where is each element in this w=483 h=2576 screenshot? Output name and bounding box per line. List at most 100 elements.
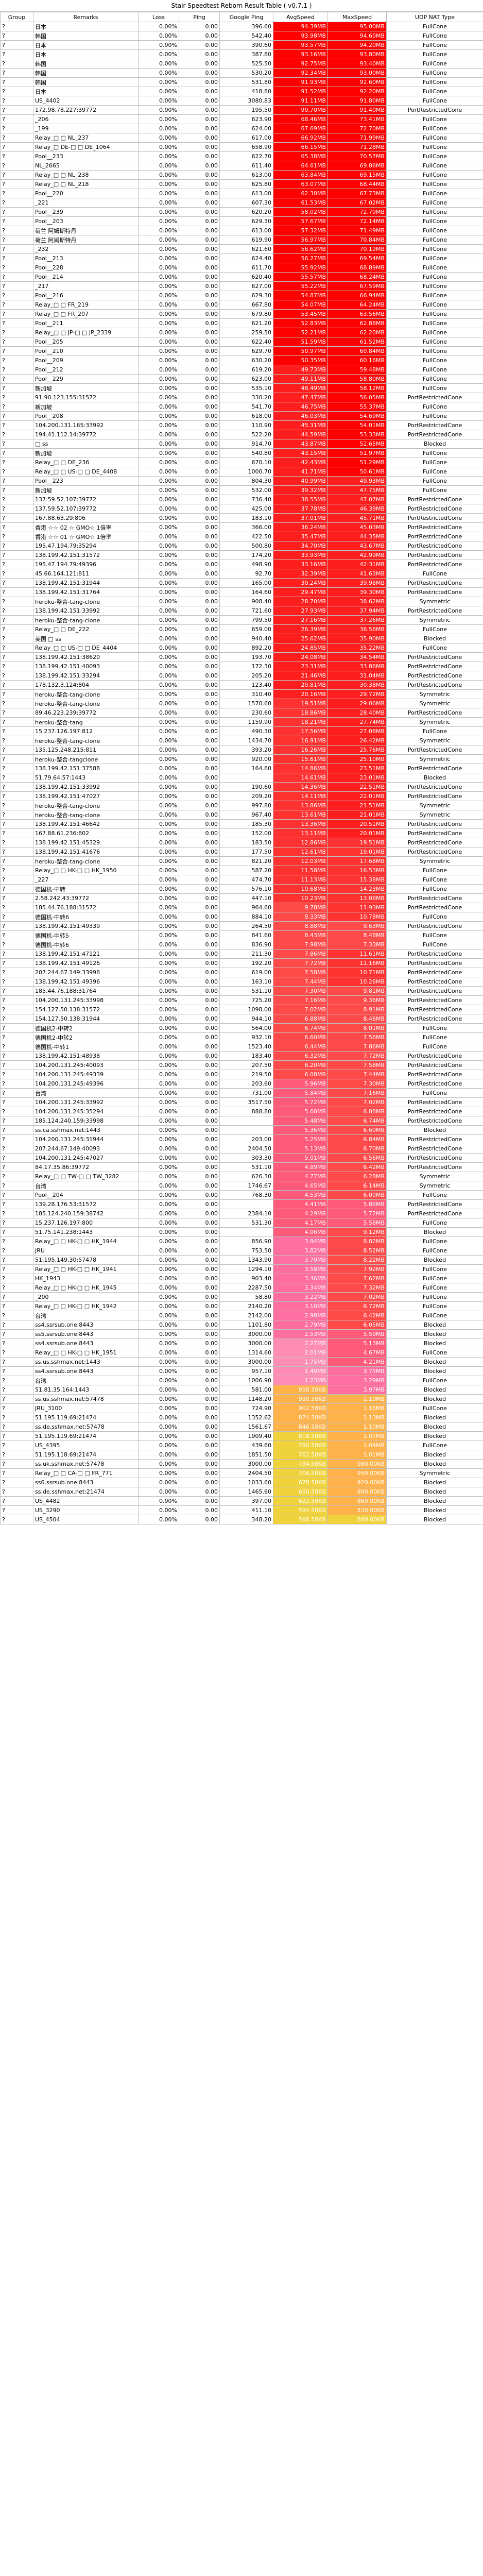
table-row[interactable]: ? 104.200.131.245:33998 0.00% 0.00 725.20 7.1… (0, 995, 483, 1005)
table-row[interactable]: ? 138.199.42.151:40093 0.00% 0.00 172.30 23.3… (0, 662, 483, 671)
table-row[interactable]: ? 185.124.240.159:33998 0.00% 0.00 5.48MB 6.7… (0, 1116, 483, 1126)
table-row[interactable]: ? 154.127.50.138:31944 0.00% 0.00 944.10 6.88… (0, 1014, 483, 1024)
table-row[interactable]: ? heroku-整合-tang-clone 0.00% 0.00 1570.60 19.… (0, 699, 483, 708)
table-row[interactable]: ? 15.237.126.197:800 0.00% 0.00 531.30 4.17MB… (0, 1218, 483, 1228)
table-row[interactable]: ? Pool__209 0.00% 0.00 630.20 50.35MB 60.16MB F… (0, 355, 483, 365)
table-row[interactable]: ? heroku-整合-tang-clone 0.00% 0.00 967.40 13.6… (0, 810, 483, 820)
table-row[interactable]: ? 德国机-中转5 0.00% 0.00 841.60 8.43MB 8.48MB FullC… (0, 930, 483, 940)
table-row[interactable]: ? 日本 0.00% 0.00 396.60 94.39MB 95.00MB FullCone (0, 22, 483, 31)
table-row[interactable]: ? 138.199.42.151:46642 0.00% 0.00 185.30 13.3… (0, 819, 483, 829)
table-row[interactable]: ? 138.199.42.151:47027 0.00% 0.00 209.20 14.1… (0, 791, 483, 801)
table-row[interactable]: ? Pool__204 0.00% 0.00 768.30 4.53MB 6.00MB Ful… (0, 1190, 483, 1200)
table-row[interactable]: ? Pool__214 0.00% 0.00 620.40 55.57MB 68.24MB F… (0, 272, 483, 282)
table-row[interactable]: ? 91.90.123.155:31572 0.00% 0.00 330.20 47.47… (0, 393, 483, 402)
table-row[interactable]: ? NL_2665 0.00% 0.00 611.40 64.61MB 69.86MB Ful… (0, 161, 483, 171)
col-header-google-ping[interactable]: Google Ping (219, 12, 273, 22)
table-row[interactable]: ? 104.200.131.245:40093 0.00% 0.00 207.50 6.2… (0, 1060, 483, 1070)
table-row[interactable]: ? 台湾 0.00% 0.00 731.00 5.84MB 7.16MB FullCone (0, 1088, 483, 1098)
table-row[interactable]: ? Relay_□ □ HK-□ □ HK_1941 0.00% 0.00 1294.1… (0, 1264, 483, 1274)
table-row[interactable]: ? 137.59.52.107:39772 0.00% 0.00 736.40 38.55… (0, 495, 483, 504)
table-row[interactable]: ? 138.199.42.151:41676 0.00% 0.00 177.50 12.6… (0, 847, 483, 857)
table-row[interactable]: ? Pool__228 0.00% 0.00 611.70 55.92MB 68.89MB F… (0, 263, 483, 273)
table-row[interactable]: ? 185.124.240.159:38742 0.00% 0.00 2384.10 4.… (0, 1209, 483, 1218)
table-row[interactable]: ? Relay_□ □ NL_238 0.00% 0.00 613.00 63.84MB 6… (0, 170, 483, 180)
table-row[interactable]: ? Relay_□ □ FR_219 0.00% 0.00 667.80 54.07MB 6… (0, 300, 483, 310)
table-row[interactable]: ? Pool__208 0.00% 0.00 618.00 46.03MB 54.69MB F… (0, 411, 483, 421)
table-row[interactable]: ? heroku-整合-tang 0.00% 0.00 1159.90 18.21MB 27… (0, 717, 483, 727)
table-row[interactable]: ? Pool__210 0.00% 0.00 629.70 50.97MB 60.84MB F… (0, 346, 483, 356)
table-row[interactable]: ? 51.195.118.69:21474 0.00% 0.00 1851.50 762.… (0, 1450, 483, 1460)
table-row[interactable]: ? 167.88.63.29:806 0.00% 0.00 183.10 37.01MB 4… (0, 513, 483, 523)
col-header-udp-nat-type[interactable]: UDP NAT Type (386, 12, 483, 22)
table-row[interactable]: ? Relay_□ □ DE_236 0.00% 0.00 670.10 42.43MB 5… (0, 457, 483, 467)
table-row[interactable]: ? 新加坡 0.00% 0.00 541.70 46.75MB 55.37MB FullCon… (0, 402, 483, 412)
table-row[interactable]: ? _227 0.00% 0.00 474.70 11.13MB 15.38MB FullCo… (0, 875, 483, 885)
table-row[interactable]: ? 德国机2-中转2 0.00% 0.00 564.00 6.74MB 8.01MB Full… (0, 1023, 483, 1033)
table-row[interactable]: ? heroku-整合-tang-clone 0.00% 0.00 908.40 28.7… (0, 597, 483, 606)
table-row[interactable]: ? Relay_□ □ NL_237 0.00% 0.00 617.00 66.92MB 7… (0, 133, 483, 143)
table-row[interactable]: ? ss5.ssrsub.one:8443 0.00% 0.00 3000.00 2.53… (0, 1329, 483, 1339)
table-row[interactable]: ? 207.244.67.149:33998 0.00% 0.00 619.00 7.58… (0, 968, 483, 977)
col-header-group[interactable]: Group (0, 12, 33, 22)
table-row[interactable]: ? US_3290 0.00% 0.00 411.10 594.58KB 830.00KB B… (0, 1505, 483, 1515)
table-row[interactable]: ? heroku-整合-tangclone 0.00% 0.00 920.00 15.61… (0, 754, 483, 764)
table-row[interactable]: ? 德国机-中转 0.00% 0.00 576.10 10.68MB 14.23MB Full… (0, 884, 483, 894)
table-row[interactable]: ? 89.46.223.239:39772 0.00% 0.00 230.60 18.86… (0, 708, 483, 718)
table-row[interactable]: ? ss4.ssrsub.one:8443 0.00% 0.00 957.10 1.49M… (0, 1366, 483, 1376)
table-row[interactable]: ? 138.199.42.151:38620 0.00% 0.00 193.70 24.0… (0, 652, 483, 662)
table-row[interactable]: ? 84.17.35.86:39772 0.00% 0.00 531.10 4.89MB 6… (0, 1162, 483, 1172)
table-row[interactable]: ? _206 0.00% 0.00 623.90 68.46MB 73.41MB FullCo… (0, 114, 483, 124)
table-row[interactable]: ? ss.ca.sshmax.net:1443 0.00% 0.00 5.36MB 6.6… (0, 1125, 483, 1135)
table-row[interactable]: ? 138.199.42.151:33294 0.00% 0.00 205.20 21.4… (0, 671, 483, 681)
table-row[interactable]: ? 新加坡 0.00% 0.00 532.00 39.32MB 47.75MB FullCon… (0, 485, 483, 495)
table-row[interactable]: ? US_4504 0.00% 0.00 348.20 566.58KB 800.00KB B… (0, 1515, 483, 1524)
table-row[interactable]: ? 美国 □ ss 0.00% 0.00 940.40 25.62MB 35.90MB Blo… (0, 634, 483, 643)
table-row[interactable]: ? Relay_□ DE-□ □ DE_1064 0.00% 0.00 658.90 66… (0, 142, 483, 152)
table-row[interactable]: ? 荷兰 阿姆斯特丹 0.00% 0.00 619.90 56.97MB 70.84MB Fu… (0, 235, 483, 245)
table-row[interactable]: ? heroku-整合-tang-clone 0.00% 0.00 799.50 27.1… (0, 615, 483, 625)
table-row[interactable]: ? _200 0.00% 0.00 58.80 3.22MB 7.02MB FullCone (0, 1292, 483, 1302)
table-row[interactable]: ? □ ss 0.00% 0.00 914.70 43.87MB 52.65MB Blocke… (0, 439, 483, 449)
col-header-avg-speed[interactable]: AvgSpeed (273, 12, 328, 22)
table-row[interactable]: ? 138.199.42.151:49396 0.00% 0.00 163.10 7.44… (0, 977, 483, 987)
table-row[interactable]: ? 138.199.42.151:48938 0.00% 0.00 183.40 6.32… (0, 1051, 483, 1061)
table-row[interactable]: ? 138.199.42.151:31764 0.00% 0.00 164.60 29.4… (0, 587, 483, 597)
table-row[interactable]: ? ss6.ssrsub.one:8443 0.00% 0.00 1033.60 678.… (0, 1478, 483, 1487)
table-row[interactable]: ? ss4.ssrsub.one:8443 0.00% 0.00 1101.80 2.79… (0, 1320, 483, 1330)
table-row[interactable]: ? 51.195.149.30:57478 0.00% 0.00 1343.90 3.70… (0, 1255, 483, 1265)
table-row[interactable]: ? Pool__233 0.00% 0.00 622.70 65.38MB 70.57MB F… (0, 151, 483, 161)
table-row[interactable]: ? US_4395 0.00% 0.00 439.60 790.58KB 1.04MB Ful… (0, 1440, 483, 1450)
table-row[interactable]: ? heroku-整合-tang-clone 0.00% 0.00 821.20 12.0… (0, 856, 483, 866)
table-row[interactable]: ? 新加坡 0.00% 0.00 535.10 48.49MB 58.12MB FullCon… (0, 383, 483, 393)
table-row[interactable]: ? heroku-整合-tang-clone 0.00% 0.00 997.80 13.8… (0, 801, 483, 810)
table-row[interactable]: ? ss4.ssrsub.one:8443 0.00% 0.00 3000.00 2.27… (0, 1338, 483, 1348)
table-row[interactable]: ? Pool__223 0.00% 0.00 804.30 40.99MB 49.93MB F… (0, 476, 483, 486)
table-row[interactable]: ? 51.79.64.57:1443 0.00% 0.00 14.61MB 23.01MB… (0, 773, 483, 783)
table-row[interactable]: ? 日本 0.00% 0.00 418.80 91.52MB 92.20MB FullCone (0, 87, 483, 96)
table-row[interactable]: ? 日本 0.00% 0.00 390.60 93.57MB 94.20MB FullCone (0, 40, 483, 50)
table-row[interactable]: ? 195.47.194.79:49396 0.00% 0.00 498.90 33.16… (0, 560, 483, 569)
table-row[interactable]: ? 韩国 0.00% 0.00 531.80 91.93MB 92.60MB FullCone (0, 77, 483, 87)
table-row[interactable]: ? 154.127.50.138:31572 0.00% 0.00 1098.00 7.0… (0, 1005, 483, 1014)
table-row[interactable]: ? 185.44.76.188:31764 0.00% 0.00 531.10 7.30M… (0, 986, 483, 996)
table-row[interactable]: ? 51.195.119.69:21474 0.00% 0.00 1909.40 818.… (0, 1431, 483, 1441)
table-row[interactable]: ? JRU 0.00% 0.00 753.50 3.82MB 8.52MB FullCone (0, 1246, 483, 1256)
table-row[interactable]: ? 138.199.42.151:45329 0.00% 0.00 183.50 12.8… (0, 838, 483, 848)
table-row[interactable]: ? 德国机-中转1 0.00% 0.00 1523.40 6.44MB 7.86MB Full… (0, 1042, 483, 1052)
table-row[interactable]: ? ss.us.sshmax.net:57478 0.00% 0.00 1148.20 9… (0, 1394, 483, 1404)
table-row[interactable]: ? 51.81.35.164:1443 0.00% 0.00 581.00 958.58K… (0, 1385, 483, 1395)
table-row[interactable]: ? Relay_□ □ HK-□ □ HK_1951 0.00% 0.00 1314.6… (0, 1348, 483, 1358)
table-row[interactable]: ? heroku-整合-tang-clone 0.00% 0.00 1434.70 16.… (0, 736, 483, 745)
table-row[interactable]: ? 台湾 0.00% 0.00 2142.00 2.98MB 6.42MB FullCone (0, 1311, 483, 1320)
table-row[interactable]: ? 137.59.52.107:39772 0.00% 0.00 425.00 37.78… (0, 504, 483, 514)
table-row[interactable]: ? 韩国 0.00% 0.00 525.50 92.75MB 93.40MB FullCone (0, 59, 483, 69)
table-row[interactable]: ? Relay_□ □ HK-□ □ HK_1942 0.00% 0.00 2140.2… (0, 1301, 483, 1311)
table-row[interactable]: ? 香港 ☆☆ 01 ☆ GMO☆ 1倍率 0.00% 0.00 422.50 35.47… (0, 532, 483, 541)
table-row[interactable]: ? 104.200.131.245:47027 0.00% 0.00 303.30 5.0… (0, 1153, 483, 1163)
table-row[interactable]: ? 德国机-中转6 0.00% 0.00 884.10 9.33MB 10.78MB Full… (0, 912, 483, 922)
table-row[interactable]: ? _199 0.00% 0.00 624.00 67.69MB 72.70MB FullCo… (0, 124, 483, 133)
table-row[interactable]: ? Pool__203 0.00% 0.00 629.30 57.67MB 72.14MB F… (0, 216, 483, 226)
table-row[interactable]: ? ss.de.sshmax.net:21474 0.00% 0.00 1465.60 6… (0, 1487, 483, 1497)
table-row[interactable]: ? Relay_□ □ HK-□ □ HK_1945 0.00% 0.00 2287.5… (0, 1283, 483, 1293)
table-row[interactable]: ? Pool__220 0.00% 0.00 613.00 62.30MB 67.73MB F… (0, 189, 483, 198)
